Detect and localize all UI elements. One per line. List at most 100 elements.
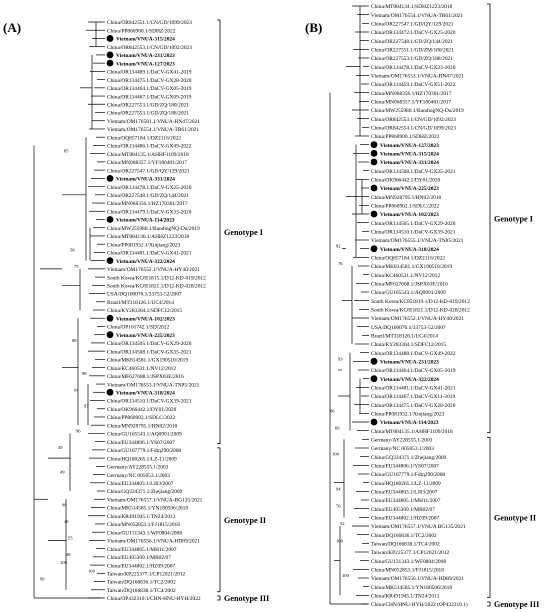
panel-a-label: (A) bbox=[3, 20, 21, 35]
bootstrap-value: 48 bbox=[66, 552, 71, 557]
bootstrap-value: 82 bbox=[336, 244, 341, 249]
taxon-label: China/OR134489.1/DaCV-GX41-2019 bbox=[107, 70, 192, 76]
study-sample-marker bbox=[370, 245, 378, 253]
taxon-label: China/PP081932.1/Xinjiang/2023 bbox=[371, 412, 445, 418]
study-sample-marker bbox=[370, 149, 378, 157]
taxon-label: Vietnam/VNUA-315/2024 bbox=[116, 37, 175, 43]
bootstrap-value: 52 bbox=[340, 521, 345, 526]
taxon-label: China/EU344802.1/HZ09/2007 bbox=[107, 563, 175, 569]
bootstrap-value: 97 bbox=[84, 404, 89, 409]
taxon-label: China/OR134478.1/DaCV-GX25-2020 bbox=[107, 185, 192, 191]
taxon-label: Vietnam/OM176556.1/VNUA-HD89/2021 bbox=[107, 539, 200, 545]
taxon-label: China/MK514585.1/YN180506/2018 bbox=[107, 506, 188, 512]
taxon-label: China/GU165543.1/AQ0901/2009 bbox=[371, 290, 446, 296]
study-sample-marker bbox=[106, 314, 114, 322]
taxon-label: Germany/AY228555.1/2003 bbox=[371, 438, 433, 444]
taxon-label: Vietnam/OM176552.1/VNUA-HY40/2021 bbox=[107, 267, 200, 273]
bootstrap-value: 49 bbox=[60, 470, 65, 475]
taxon-label: China/MK514585.1/YN180506/2018 bbox=[371, 585, 452, 591]
taxon-label: China/OR134479.1/DaCV-GX33-2020 bbox=[107, 209, 192, 215]
taxon-label: China/OR842551.1/CN/GD/1099/2023 bbox=[107, 20, 192, 26]
taxon-label: China/OR227553.1/GD/ZQ/180/2021 bbox=[107, 102, 189, 108]
bootstrap-value: 98 bbox=[82, 371, 87, 376]
study-sample-marker bbox=[106, 59, 114, 67]
taxon-label: China/KC460531.1/NV12/2012 bbox=[107, 366, 176, 372]
study-sample-marker bbox=[106, 257, 114, 265]
taxon-label: China/MT084136.1/AHHZ1223/2018 bbox=[107, 234, 190, 240]
taxon-label: China/OR842553.1/CN/GD/1092/2023 bbox=[107, 45, 192, 51]
taxon-label: China/KY283304.1/SDFC12/2015 bbox=[107, 308, 182, 314]
taxon-label: China/MW255980.1/BaodingNQ-Du/2019 bbox=[107, 226, 200, 232]
taxon-label: China/OR134478.1/DaCV-GX33-2020 bbox=[371, 65, 456, 71]
panel-a-taxon-labels: China/OR842551.1/CN/GD/1099/2023 China/PP… bbox=[106, 20, 206, 602]
taxon-label: China/OR134486.1/DaCV-GX49-2022 bbox=[107, 144, 192, 150]
taxon-label: China/OR227547.1/GD/QY/129/2021 bbox=[371, 22, 454, 28]
taxon-label: China/OR134488.1/DaCV-GX49-2022 bbox=[371, 351, 456, 357]
taxon-label: China/OR842554.1/CN/GD/1099/2023 bbox=[371, 126, 456, 132]
bootstrap-value: 86 bbox=[330, 408, 335, 413]
taxon-label: China/OR134481.1/DaCV-GX41-2021 bbox=[371, 386, 456, 392]
taxon-label: China/MT084135.1/AHHF1109/2018 bbox=[107, 152, 189, 158]
taxon-label: China/MT084135.1/AHHF1109/2018 bbox=[371, 429, 453, 435]
panel-b-genotype-brackets: Genotype I Genotype II Genotype III bbox=[487, 3, 539, 609]
genotype-bracket bbox=[487, 601, 491, 607]
bootstrap-value: 100 bbox=[60, 560, 68, 565]
genotype-bracket bbox=[487, 3, 491, 434]
bootstrap-value: 55 bbox=[68, 535, 73, 540]
taxon-label: China/EU495309.1/MB02/07 bbox=[107, 555, 171, 561]
taxon-label: Vietnam/VNUA-102/2023 bbox=[116, 316, 175, 322]
taxon-label: China/OK966442.1/DY01/2020 bbox=[371, 178, 441, 184]
taxon-label: China/OR134505.1/DaCV-GX29-2020 bbox=[107, 341, 192, 347]
taxon-label: Taiwan/DQ166838.1/TC4/2002 bbox=[107, 588, 176, 594]
bootstrap-value: 96 bbox=[76, 428, 81, 433]
taxon-label: South Korea/KC851815.1/D12-KD-019/2012 bbox=[107, 275, 206, 281]
bootstrap-value: 100 bbox=[336, 538, 344, 543]
taxon-label: Vietnam/OM176553.1/VNUA-TN85/2021 bbox=[107, 382, 200, 388]
taxon-label: Vietnam/VNUA-127/2023 bbox=[380, 143, 439, 149]
taxon-label: China/PP860900.1/SDHZ/2022 bbox=[107, 28, 176, 34]
taxon-label: Vietnam/OM176556.1/VNUA-HD89/2021 bbox=[371, 576, 464, 582]
study-sample-marker bbox=[370, 184, 378, 192]
taxon-label: China/DQ166836.1/TC2/2002 bbox=[371, 533, 437, 539]
taxon-label: China/OR134505.1/DaCV-GX29-2020 bbox=[371, 221, 456, 227]
taxon-label: China/OR134467.1/DaCV-GX09-2019 bbox=[107, 94, 192, 100]
bootstrap-value: 99 bbox=[62, 502, 67, 507]
taxon-label: Brazil/MT318126.1/UC4/2014 bbox=[107, 300, 174, 306]
taxon-label: China/KR491945.1/TN24/2013 bbox=[371, 594, 440, 600]
taxon-label: China/GU131343.1/WF0804/2008 bbox=[107, 530, 182, 536]
bootstrap-value: 100 bbox=[332, 452, 340, 457]
taxon-label: Vietnam/VNUA-322/2024 bbox=[380, 377, 439, 383]
taxon-label: South Korea/KC851821.1/D12-KD-028/2012 bbox=[107, 284, 206, 290]
taxon-label: China/MK814581.1/GX190510/2019 bbox=[107, 358, 188, 364]
bootstrap-value: 100 bbox=[342, 573, 350, 578]
genotype-label: Genotype I bbox=[224, 228, 263, 237]
taxon-label: China/MK814581.1/GX190510/2019 bbox=[371, 264, 452, 270]
taxon-label: China/HQ180265.1/LZ-11/2009 bbox=[107, 456, 177, 462]
taxon-label: China/MN052853.1/FJ1815/2018 bbox=[107, 522, 180, 528]
taxon-label: China/OP161742.1/SD/2022 bbox=[107, 325, 169, 331]
bootstrap-value: 99 bbox=[40, 577, 45, 582]
taxon-label: China/EU344805.1/MH11/2007 bbox=[371, 498, 441, 504]
taxon-label: Vietnam/VNUA-225/2023 bbox=[116, 333, 175, 339]
taxon-label: China/OR227548.1/GD/ZQ/144/2021 bbox=[371, 39, 453, 45]
taxon-label: Vietnam/OM176555.1/VNUA-TN85/2021 bbox=[371, 238, 464, 244]
taxon-label: Germany/NC 005053.1/2003 bbox=[107, 473, 170, 479]
taxon-label: Vietnam/VNUA-318/2024 bbox=[116, 390, 175, 396]
taxon-label: China/OR134475.1/DaCV-GX28-2020 bbox=[107, 78, 192, 84]
panel-b-label: (B) bbox=[305, 20, 322, 35]
taxon-label: China/OR134464.1/DaCV-GX05-2019 bbox=[107, 86, 192, 92]
bootstrap-value: 93 bbox=[338, 356, 343, 361]
taxon-label: Germany/NC 005053.1/2003 bbox=[371, 446, 434, 452]
taxon-label: China/OR134464.1/DaCV-GX05-2019 bbox=[371, 368, 456, 374]
bootstrap-value: 49 bbox=[58, 445, 63, 450]
taxon-label: China/OR134467.1/DaCV-GX11-2019 bbox=[371, 394, 456, 400]
taxon-label: Vietnam/VNUA-318/2024 bbox=[380, 247, 439, 253]
taxon-label: China/MF627688.1/JSPX03E/2016 bbox=[371, 282, 448, 288]
study-sample-marker bbox=[106, 331, 114, 339]
taxon-label: China/OR134508.1/DaCV-GX35-2021 bbox=[371, 169, 456, 175]
taxon-label: Taiwan/DQ166836.1/TC2/2002 bbox=[107, 580, 176, 586]
bootstrap-value: 76 bbox=[336, 504, 341, 509]
taxon-label: China/GQ334371.1/Zhejiang/2009 bbox=[107, 489, 183, 495]
taxon-label: Taiwan/DQ166838.1/TC4/2002 bbox=[371, 542, 440, 548]
taxon-label: China/KY283304.1/SDFC12/2015 bbox=[371, 342, 446, 348]
